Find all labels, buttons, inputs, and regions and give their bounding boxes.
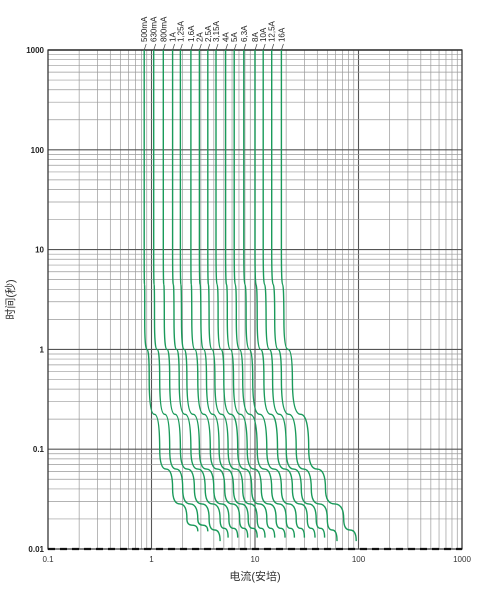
x-tick-label: 0.1	[42, 555, 54, 564]
y-tick-label: 0.01	[28, 545, 44, 554]
series-label-leader	[233, 43, 237, 51]
x-tick-label: 100	[352, 555, 366, 564]
series-label: 1,6A	[187, 25, 196, 42]
series-label: 2A	[195, 32, 204, 42]
series-label-leader	[172, 43, 175, 51]
series-curve	[198, 50, 258, 538]
series-label: 800mA	[159, 16, 168, 42]
series-label-leader	[271, 43, 275, 51]
series-label-leader	[207, 43, 211, 51]
series-curve	[262, 50, 326, 538]
series-curve	[215, 49, 276, 538]
series-curve	[233, 50, 296, 538]
series-label: 630mA	[150, 16, 159, 42]
series-label-leader	[243, 43, 247, 51]
series-label-leader	[153, 43, 157, 51]
series-label-leader	[199, 43, 202, 51]
series-label-leader	[254, 43, 258, 51]
series-label: 8A	[251, 32, 260, 42]
x-tick-label: 1000	[453, 555, 471, 564]
series-label: 2,5A	[204, 25, 213, 42]
series-label-leader	[281, 43, 284, 51]
series-label: 10A	[259, 27, 268, 42]
y-tick-label: 1000	[26, 46, 44, 55]
series-curve	[224, 50, 286, 538]
x-tick-label: 10	[251, 555, 260, 564]
series-label: 6,3A	[240, 25, 249, 42]
x-axis-title: 电流(安培)	[229, 569, 280, 583]
series-curve	[207, 49, 266, 538]
y-tick-label: 10	[35, 246, 44, 255]
series-label-leader	[180, 43, 183, 51]
series-label-leader	[225, 43, 228, 51]
series-curve	[190, 50, 249, 538]
series-label-leader	[190, 43, 194, 51]
y-axis-title: 时间(秒)	[3, 279, 17, 319]
series-label: 500mA	[140, 16, 149, 42]
series-curve	[162, 50, 221, 542]
y-tick-label: 0.1	[33, 445, 45, 454]
y-tick-label: 100	[31, 146, 45, 155]
series-curve	[143, 49, 199, 532]
series-curve	[270, 50, 338, 542]
series-curve	[152, 50, 209, 532]
series-label: 1A	[169, 32, 178, 42]
series-curve	[179, 50, 239, 538]
x-tick-label: 1	[149, 555, 154, 564]
series-curve	[171, 49, 229, 538]
y-tick-label: 1	[40, 345, 45, 354]
series-label-leader	[215, 43, 219, 51]
series-label-leader	[262, 43, 266, 51]
series-label: 4A	[222, 32, 231, 42]
series-curve	[243, 50, 306, 538]
series-curve	[280, 50, 357, 542]
series-label-leader	[162, 43, 166, 51]
series-layer	[143, 49, 357, 542]
series-curve	[254, 50, 316, 538]
series-label: 3,15A	[212, 20, 221, 42]
series-label: 5A	[230, 32, 239, 42]
series-label: 12,5A	[268, 20, 277, 42]
series-label-leader	[143, 43, 147, 51]
series-label: 16A	[277, 27, 286, 42]
series-label: 1,25A	[176, 20, 185, 42]
label-layer: 500mA 630mA 800mA 1A1,25A 1,6A 2A 2,5A 3,15A 4A 5…	[140, 16, 286, 51]
